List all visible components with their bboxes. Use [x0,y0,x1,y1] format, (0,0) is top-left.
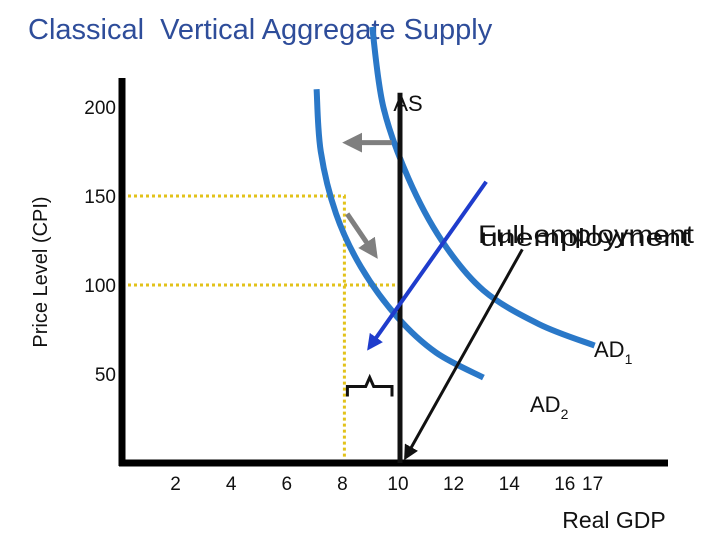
full-employment-label: Full employment [478,221,694,249]
series-ad2-curve [313,89,485,381]
shift-arrow-4 [404,248,524,461]
shift-arrow-2 [345,212,378,259]
output-gap-bracket [345,373,394,397]
y-tick-label: 200 [84,98,116,119]
dotted-guide-1 [122,194,346,463]
y-tick-label: 50 [95,365,116,386]
y-axis-label: Price Level (CPI) [30,196,52,347]
dotted-guide-2 [122,283,402,463]
x-tick-label: 16 [554,474,575,495]
x-tick-label: 4 [226,474,237,495]
series-ad1-curve [369,26,596,349]
ad1-label: AD1 [594,337,633,367]
x-tick-label: 10 [387,474,408,495]
as-label: AS [393,91,422,116]
x-tick-label: 14 [499,474,521,495]
shift-arrow-3 [367,180,488,351]
x-tick-label: 17 [582,474,603,495]
unemployment-label: unemployment [480,224,690,252]
y-tick-label: 100 [84,276,116,297]
y-tick-label: 150 [84,187,116,208]
ad2-label: AD2 [530,392,569,422]
x-tick-label: 6 [282,474,293,495]
x-tick-label: 8 [337,474,348,495]
x-tick-label: 12 [443,474,464,495]
x-tick-label: 2 [170,474,181,495]
x-axis-label: Real GDP [562,507,666,533]
